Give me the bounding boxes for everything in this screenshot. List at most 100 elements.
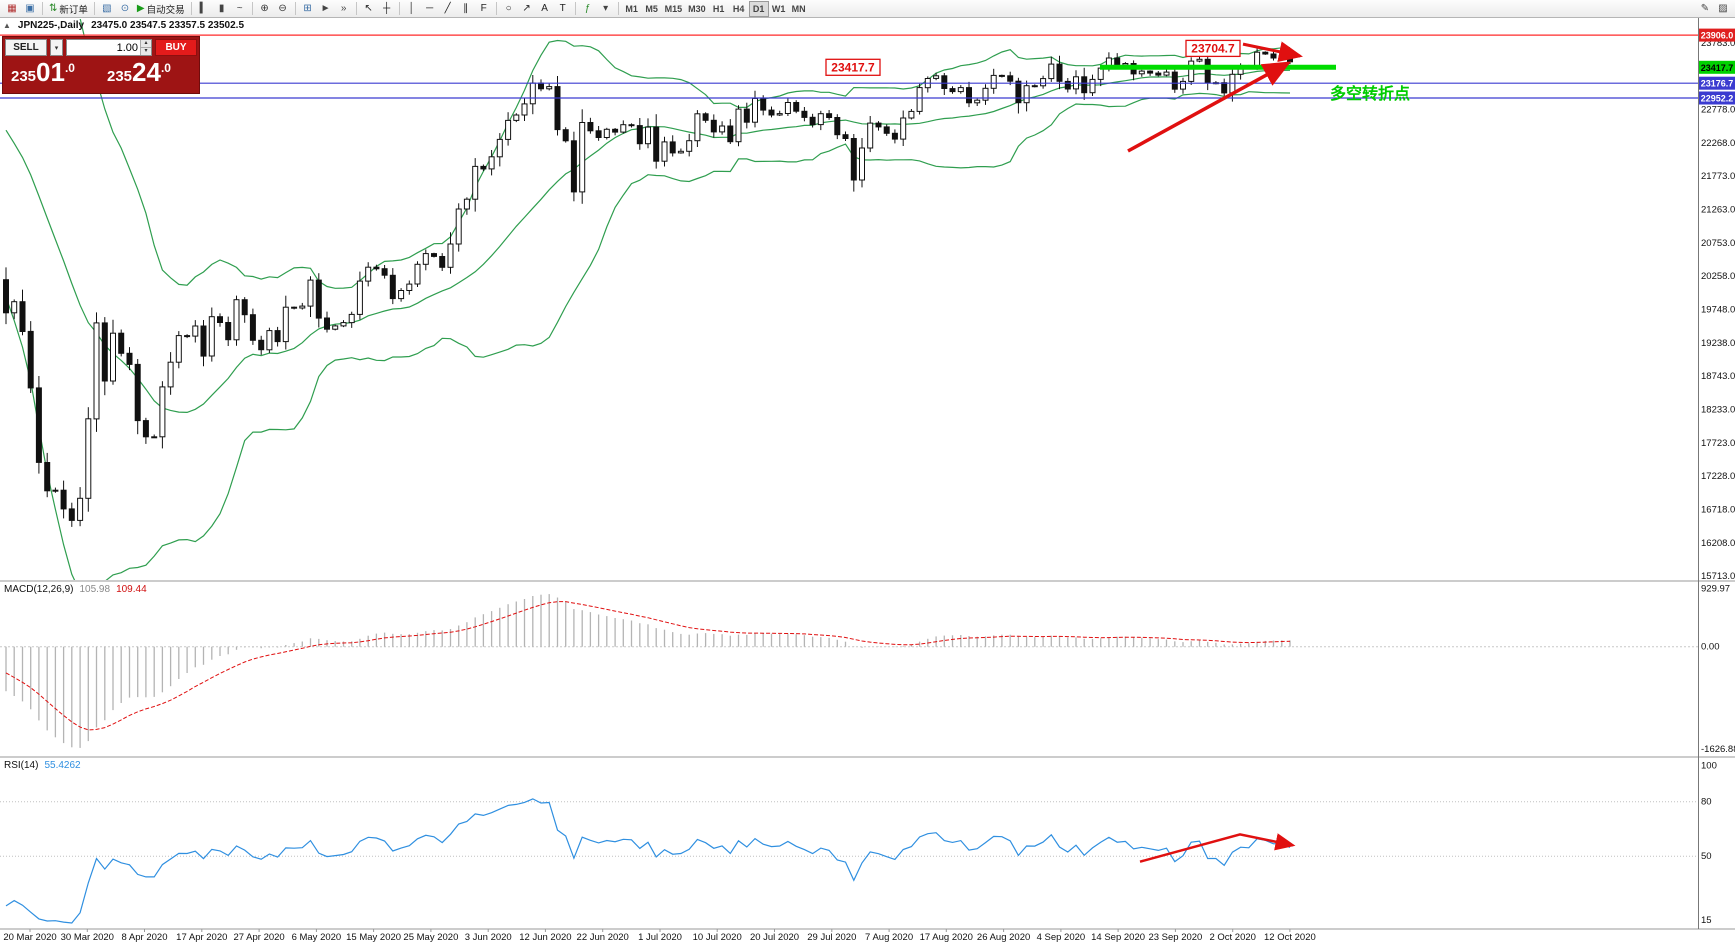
panel-separators[interactable]: [0, 18, 1735, 930]
indicators-dropdown[interactable]: ▾: [597, 1, 615, 17]
timeframe-D1[interactable]: D1: [748, 0, 769, 17]
trend-arrow-2[interactable]: [1242, 41, 1303, 62]
toolbar-separator: [42, 2, 43, 15]
svg-text:20 Mar 2020: 20 Mar 2020: [3, 932, 56, 943]
shapes-button[interactable]: ○: [500, 1, 518, 17]
timeframe-M30[interactable]: M30: [685, 1, 709, 17]
svg-text:27 Apr 2020: 27 Apr 2020: [233, 932, 284, 943]
date-axis[interactable]: 20 Mar 2020 30 Mar 2020 8 Apr 2020 17 Apr 2…: [3, 929, 1316, 943]
rsi-indicator-label: RSI(14) 55.4262: [4, 760, 81, 771]
text-button[interactable]: A: [536, 1, 554, 17]
toolbar-separator: [495, 2, 497, 15]
text-icon: A: [541, 2, 548, 14]
note-text[interactable]: 多空转折点: [1330, 84, 1410, 103]
sell-button[interactable]: SELL: [5, 39, 47, 56]
svg-text:20 Jul 2020: 20 Jul 2020: [750, 932, 799, 943]
svg-text:100: 100: [1701, 760, 1717, 771]
trendline-icon: ╱: [444, 2, 451, 14]
auto-trading-button[interactable]: ▶ 自动交易: [134, 1, 188, 17]
templates-button[interactable]: ▨: [1714, 1, 1732, 17]
rsi-axis[interactable]: 100 80 50 15: [1701, 760, 1717, 926]
arrows-button[interactable]: ↗: [518, 1, 536, 17]
macd-axis[interactable]: 929.97 0.00 -1626.88: [1701, 583, 1735, 755]
svg-text:80: 80: [1701, 797, 1712, 808]
templates-icon: ▨: [1718, 2, 1728, 14]
new-order-button[interactable]: ⇅ 新订单: [46, 1, 91, 17]
volume-down-button[interactable]: ▾: [141, 48, 151, 55]
volume-input[interactable]: 1.00 ▴ ▾: [66, 39, 152, 56]
svg-text:3 Jun 2020: 3 Jun 2020: [465, 932, 512, 943]
svg-text:15: 15: [1701, 915, 1712, 926]
chart-canvas[interactable]: 23417.7 23704.7 多空转折点 23783.0 22778.0 22268.0…: [0, 18, 1735, 943]
tile-windows-button[interactable]: ⊞: [299, 1, 317, 17]
timeframe-M1[interactable]: M1: [622, 1, 642, 17]
svg-text:25 May 2020: 25 May 2020: [403, 932, 458, 943]
timeframe-W1[interactable]: W1: [769, 1, 789, 17]
zoom-in-icon: ⊕: [260, 2, 269, 14]
channel-button[interactable]: ∥: [457, 1, 475, 17]
charts-grid-button[interactable]: ▧: [98, 1, 116, 17]
chart-window[interactable]: 23417.7 23704.7 多空转折点 23783.0 22778.0 22268.0…: [0, 18, 1735, 943]
buy-price-big: 24: [132, 57, 161, 87]
svg-text:23176.7: 23176.7: [1701, 79, 1734, 89]
crosshair-button[interactable]: ┼: [378, 1, 396, 17]
indicators-icon: ƒ: [584, 2, 591, 14]
chart-symbol-period: JPN225-,Daily: [17, 20, 85, 31]
trend-arrow-1[interactable]: [1127, 61, 1292, 153]
one-click-collapse-icon[interactable]: ▲: [3, 21, 11, 30]
profiles-button[interactable]: ▣: [21, 1, 39, 17]
candlestick-chart-icon: ▮: [218, 2, 225, 14]
svg-text:18233.0: 18233.0: [1701, 405, 1735, 416]
timeframe-M15[interactable]: M15: [662, 1, 686, 17]
cursor-button[interactable]: ↖: [360, 1, 378, 17]
new-chart-button[interactable]: ▦: [3, 1, 21, 17]
macd-name: MACD(12,26,9): [4, 584, 74, 595]
sell-price[interactable]: 235 01 .0: [5, 58, 101, 91]
fibonacci-button[interactable]: F: [475, 1, 493, 17]
price-annotation-box[interactable]: 23704.7: [1185, 39, 1241, 58]
chart-shift-button[interactable]: »: [335, 1, 353, 17]
price-annotation-box[interactable]: 23417.7: [825, 58, 881, 76]
indicators-button[interactable]: ƒ: [579, 1, 597, 17]
vertical-line-button[interactable]: │: [403, 1, 421, 17]
svg-text:0.00: 0.00: [1701, 642, 1720, 653]
rsi-line: [5, 798, 1291, 924]
zoom-in-button[interactable]: ⊕: [256, 1, 274, 17]
toolbar-separator: [93, 2, 95, 15]
svg-text:21263.0: 21263.0: [1701, 205, 1735, 216]
rsi-trend-arrow[interactable]: [1139, 833, 1296, 863]
svg-text:8 Apr 2020: 8 Apr 2020: [122, 932, 168, 943]
line-chart-button[interactable]: ~: [231, 1, 249, 17]
sell-price-main: 235: [11, 68, 37, 85]
svg-text:15713.0: 15713.0: [1701, 571, 1735, 582]
volume-spinner: ▴ ▾: [140, 40, 151, 55]
edit-button[interactable]: ✎: [1696, 1, 1714, 17]
toolbar-separator: [294, 2, 296, 15]
candlestick-chart-button[interactable]: ▮: [213, 1, 231, 17]
sell-options-caret-icon[interactable]: ▾: [50, 39, 63, 56]
toolbar-separator: [190, 2, 192, 15]
price-axis[interactable]: 23783.0 22778.0 22268.0 21773.0 21263.0 20753…: [1699, 28, 1735, 582]
strategy-tester-button[interactable]: ⊙: [116, 1, 134, 17]
svg-text:23704.7: 23704.7: [1191, 41, 1235, 55]
buy-price-frac: .0: [160, 61, 171, 75]
timeframe-MN[interactable]: MN: [789, 1, 809, 17]
volume-up-button[interactable]: ▴: [141, 40, 151, 48]
zoom-out-button[interactable]: ⊖: [274, 1, 292, 17]
auto-scroll-button[interactable]: ►: [317, 1, 335, 17]
toolbar-separator: [574, 2, 576, 15]
horizontal-line-button[interactable]: ─: [421, 1, 439, 17]
timeframe-H1[interactable]: H1: [709, 1, 729, 17]
svg-text:17228.0: 17228.0: [1701, 471, 1735, 482]
trendline-button[interactable]: ╱: [439, 1, 457, 17]
new-chart-icon: ▦: [7, 2, 17, 14]
buy-button[interactable]: BUY: [155, 39, 197, 56]
text-label-button[interactable]: T: [554, 1, 572, 17]
buy-price[interactable]: 235 24 .0: [101, 58, 197, 91]
auto-trading-button-label: 自动交易: [146, 4, 185, 16]
timeframe-M5[interactable]: M5: [642, 1, 662, 17]
bar-chart-button[interactable]: ▍: [195, 1, 213, 17]
timeframe-H4[interactable]: H4: [729, 1, 749, 17]
toolbar-separator: [251, 2, 253, 15]
